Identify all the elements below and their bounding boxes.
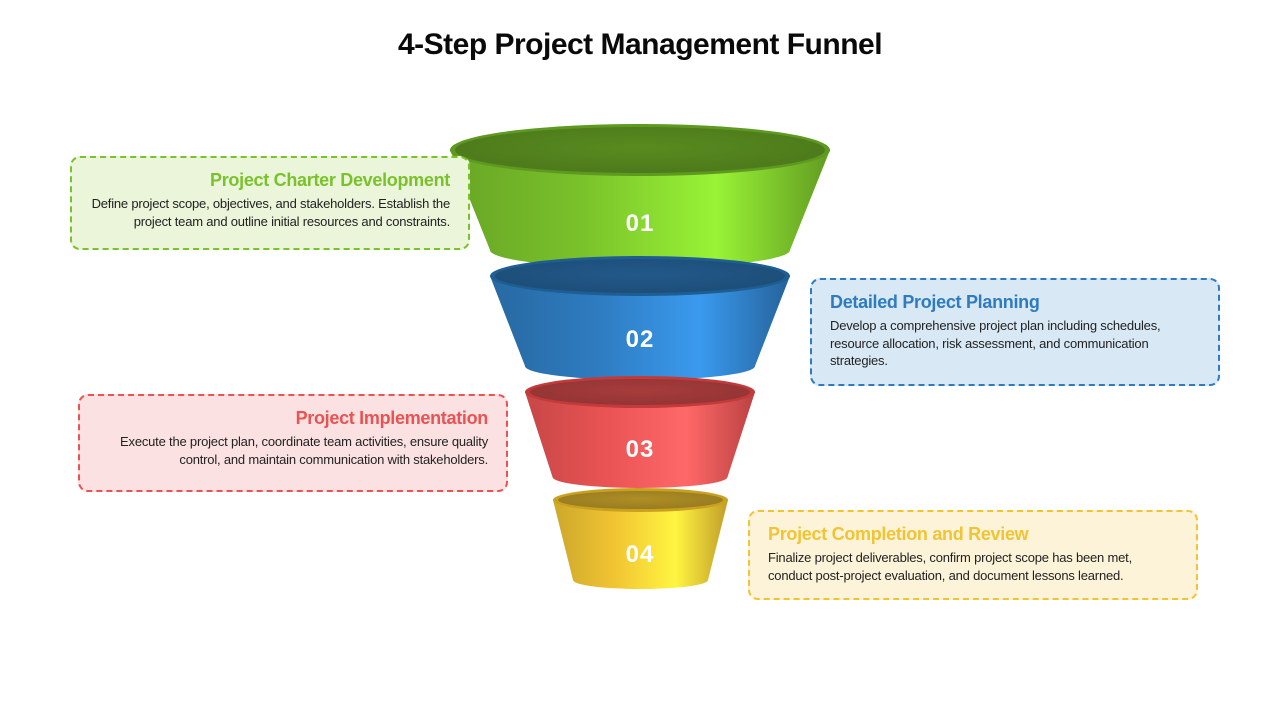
funnel-stage-02 <box>488 254 792 387</box>
callout-title: Detailed Project Planning <box>830 292 1200 313</box>
stage-number-04: 04 <box>626 541 655 569</box>
callout-01: Project Charter Development Define projec… <box>70 156 470 250</box>
callout-04: Project Completion and Review Finalize pr… <box>748 510 1198 600</box>
callout-title: Project Implementation <box>98 408 488 429</box>
callout-title: Project Completion and Review <box>768 524 1178 545</box>
stage-number-03: 03 <box>626 436 655 464</box>
callout-body: Execute the project plan, coordinate tea… <box>98 433 488 468</box>
callout-body: Finalize project deliverables, confirm p… <box>768 549 1178 584</box>
funnel-stage-03 <box>523 374 757 495</box>
callout-03: Project Implementation Execute the projec… <box>78 394 508 492</box>
callout-title: Project Charter Development <box>90 170 450 191</box>
callout-body: Develop a comprehensive project plan inc… <box>830 317 1200 370</box>
callout-02: Detailed Project Planning Develop a compr… <box>810 278 1220 386</box>
funnel-stage-01 <box>448 122 832 275</box>
page-title: 4-Step Project Management Funnel <box>0 28 1280 62</box>
stage-number-01: 01 <box>626 210 655 238</box>
stage-number-02: 02 <box>626 326 655 354</box>
callout-body: Define project scope, objectives, and st… <box>90 195 450 230</box>
